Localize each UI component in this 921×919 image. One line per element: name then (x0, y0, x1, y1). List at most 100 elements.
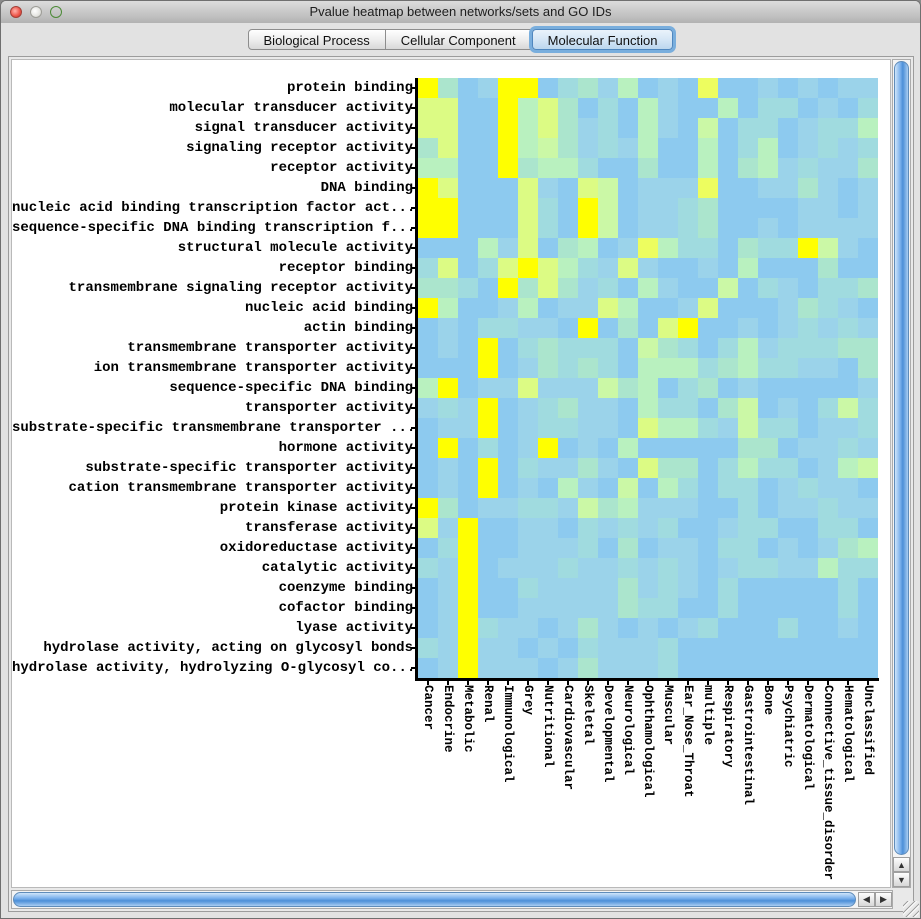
horizontal-scrollbar[interactable]: ◀ ▶ (11, 890, 893, 909)
heatmap-cell (778, 298, 798, 318)
heatmap-cell (778, 138, 798, 158)
heatmap-cell (498, 538, 518, 558)
heatmap-cell (458, 178, 478, 198)
heatmap-cell (638, 658, 658, 678)
heatmap-cell (798, 498, 818, 518)
heatmap-cell (698, 578, 718, 598)
tab-biological-process[interactable]: Biological Process (247, 29, 386, 50)
x-tick (787, 681, 789, 685)
heatmap-cell (718, 278, 738, 298)
heatmap-cell (838, 218, 858, 238)
heatmap-cell (598, 538, 618, 558)
close-button[interactable] (10, 6, 22, 18)
heatmap-cell (738, 378, 758, 398)
heatmap-cell (598, 218, 618, 238)
heatmap-cell (838, 338, 858, 358)
column-label: Cancer (421, 685, 435, 731)
heatmap-cell (538, 198, 558, 218)
row-label: transmembrane signaling receptor activit… (68, 280, 413, 296)
heatmap-cell (718, 638, 738, 658)
heatmap-cell (798, 78, 818, 98)
heatmap-cell (778, 398, 798, 418)
heatmap-cell (638, 438, 658, 458)
heatmap-cell (638, 578, 658, 598)
zoom-button[interactable] (50, 6, 62, 18)
scroll-down-icon[interactable]: ▼ (893, 872, 910, 887)
heatmap-cell (598, 578, 618, 598)
heatmap-cell (638, 178, 658, 198)
heatmap-cell (758, 298, 778, 318)
heatmap-cell (538, 298, 558, 318)
heatmap-cell (838, 558, 858, 578)
heatmap-cell (618, 518, 638, 538)
heatmap-cell (458, 358, 478, 378)
heatmap-cell (718, 118, 738, 138)
heatmap-cell (798, 638, 818, 658)
row-label: lyase activity (295, 620, 413, 636)
heatmap-cell (858, 538, 878, 558)
scroll-right-icon[interactable]: ▶ (875, 892, 892, 907)
window-controls (10, 6, 62, 18)
vertical-scrollbar-thumb[interactable] (894, 61, 909, 855)
heatmap-cell (478, 198, 498, 218)
scroll-up-icon[interactable]: ▲ (893, 857, 910, 872)
heatmap-cell (858, 218, 878, 238)
heatmap-cell (838, 238, 858, 258)
heatmap-cell (778, 478, 798, 498)
heatmap-cell (778, 438, 798, 458)
minimize-button[interactable] (30, 6, 42, 18)
heatmap-cell (558, 358, 578, 378)
heatmap-cell (658, 458, 678, 478)
heatmap-cell (518, 78, 538, 98)
heatmap-cell (678, 378, 698, 398)
tab-molecular-function[interactable]: Molecular Function (531, 29, 674, 50)
heatmap-cell (478, 478, 498, 498)
y-tick (411, 547, 415, 549)
heatmap-cell (638, 238, 658, 258)
heatmap-cell (778, 98, 798, 118)
x-tick (707, 681, 709, 685)
heatmap-cell (758, 318, 778, 338)
heatmap-cell (458, 198, 478, 218)
resize-grip-icon[interactable] (903, 901, 919, 917)
heatmap-cell (838, 598, 858, 618)
heatmap-cell (538, 578, 558, 598)
heatmap-cell (558, 478, 578, 498)
heatmap-cell (698, 158, 718, 178)
heatmap-cell (498, 618, 518, 638)
heatmap-cell (698, 258, 718, 278)
heatmap-cell (458, 158, 478, 178)
heatmap-cell (798, 658, 818, 678)
heatmap-cell (618, 478, 638, 498)
heatmap-cell (738, 498, 758, 518)
heatmap-cell (638, 298, 658, 318)
heatmap-cell (578, 478, 598, 498)
x-tick (507, 681, 509, 685)
heatmap-cell (478, 138, 498, 158)
heatmap-cell (758, 78, 778, 98)
tab-cellular-component[interactable]: Cellular Component (385, 29, 532, 50)
heatmap-cell (858, 638, 878, 658)
content-frame: protein binding molecular transducer acti… (8, 56, 914, 912)
heatmap-cell (758, 178, 778, 198)
heatmap-cell (558, 658, 578, 678)
heatmap-cell (418, 198, 438, 218)
heatmap-cell (478, 218, 498, 238)
tab-bar: Biological Process Cellular Component Mole… (1, 23, 920, 56)
heatmap-cell (538, 138, 558, 158)
vertical-scrollbar[interactable]: ▲ ▼ (892, 59, 911, 888)
heatmap-cell (578, 338, 598, 358)
horizontal-scrollbar-thumb[interactable] (13, 892, 856, 907)
heatmap-cell (498, 338, 518, 358)
y-tick (411, 587, 415, 589)
heatmap-cell (738, 338, 758, 358)
heatmap-cell (758, 238, 778, 258)
heatmap-cell (678, 518, 698, 538)
scroll-left-icon[interactable]: ◀ (858, 892, 875, 907)
heatmap-cell (518, 118, 538, 138)
heatmap-cell (438, 178, 458, 198)
heatmap-cell (758, 418, 778, 438)
heatmap-cell (558, 318, 578, 338)
heatmap-cell (478, 178, 498, 198)
heatmap-cell (558, 78, 578, 98)
